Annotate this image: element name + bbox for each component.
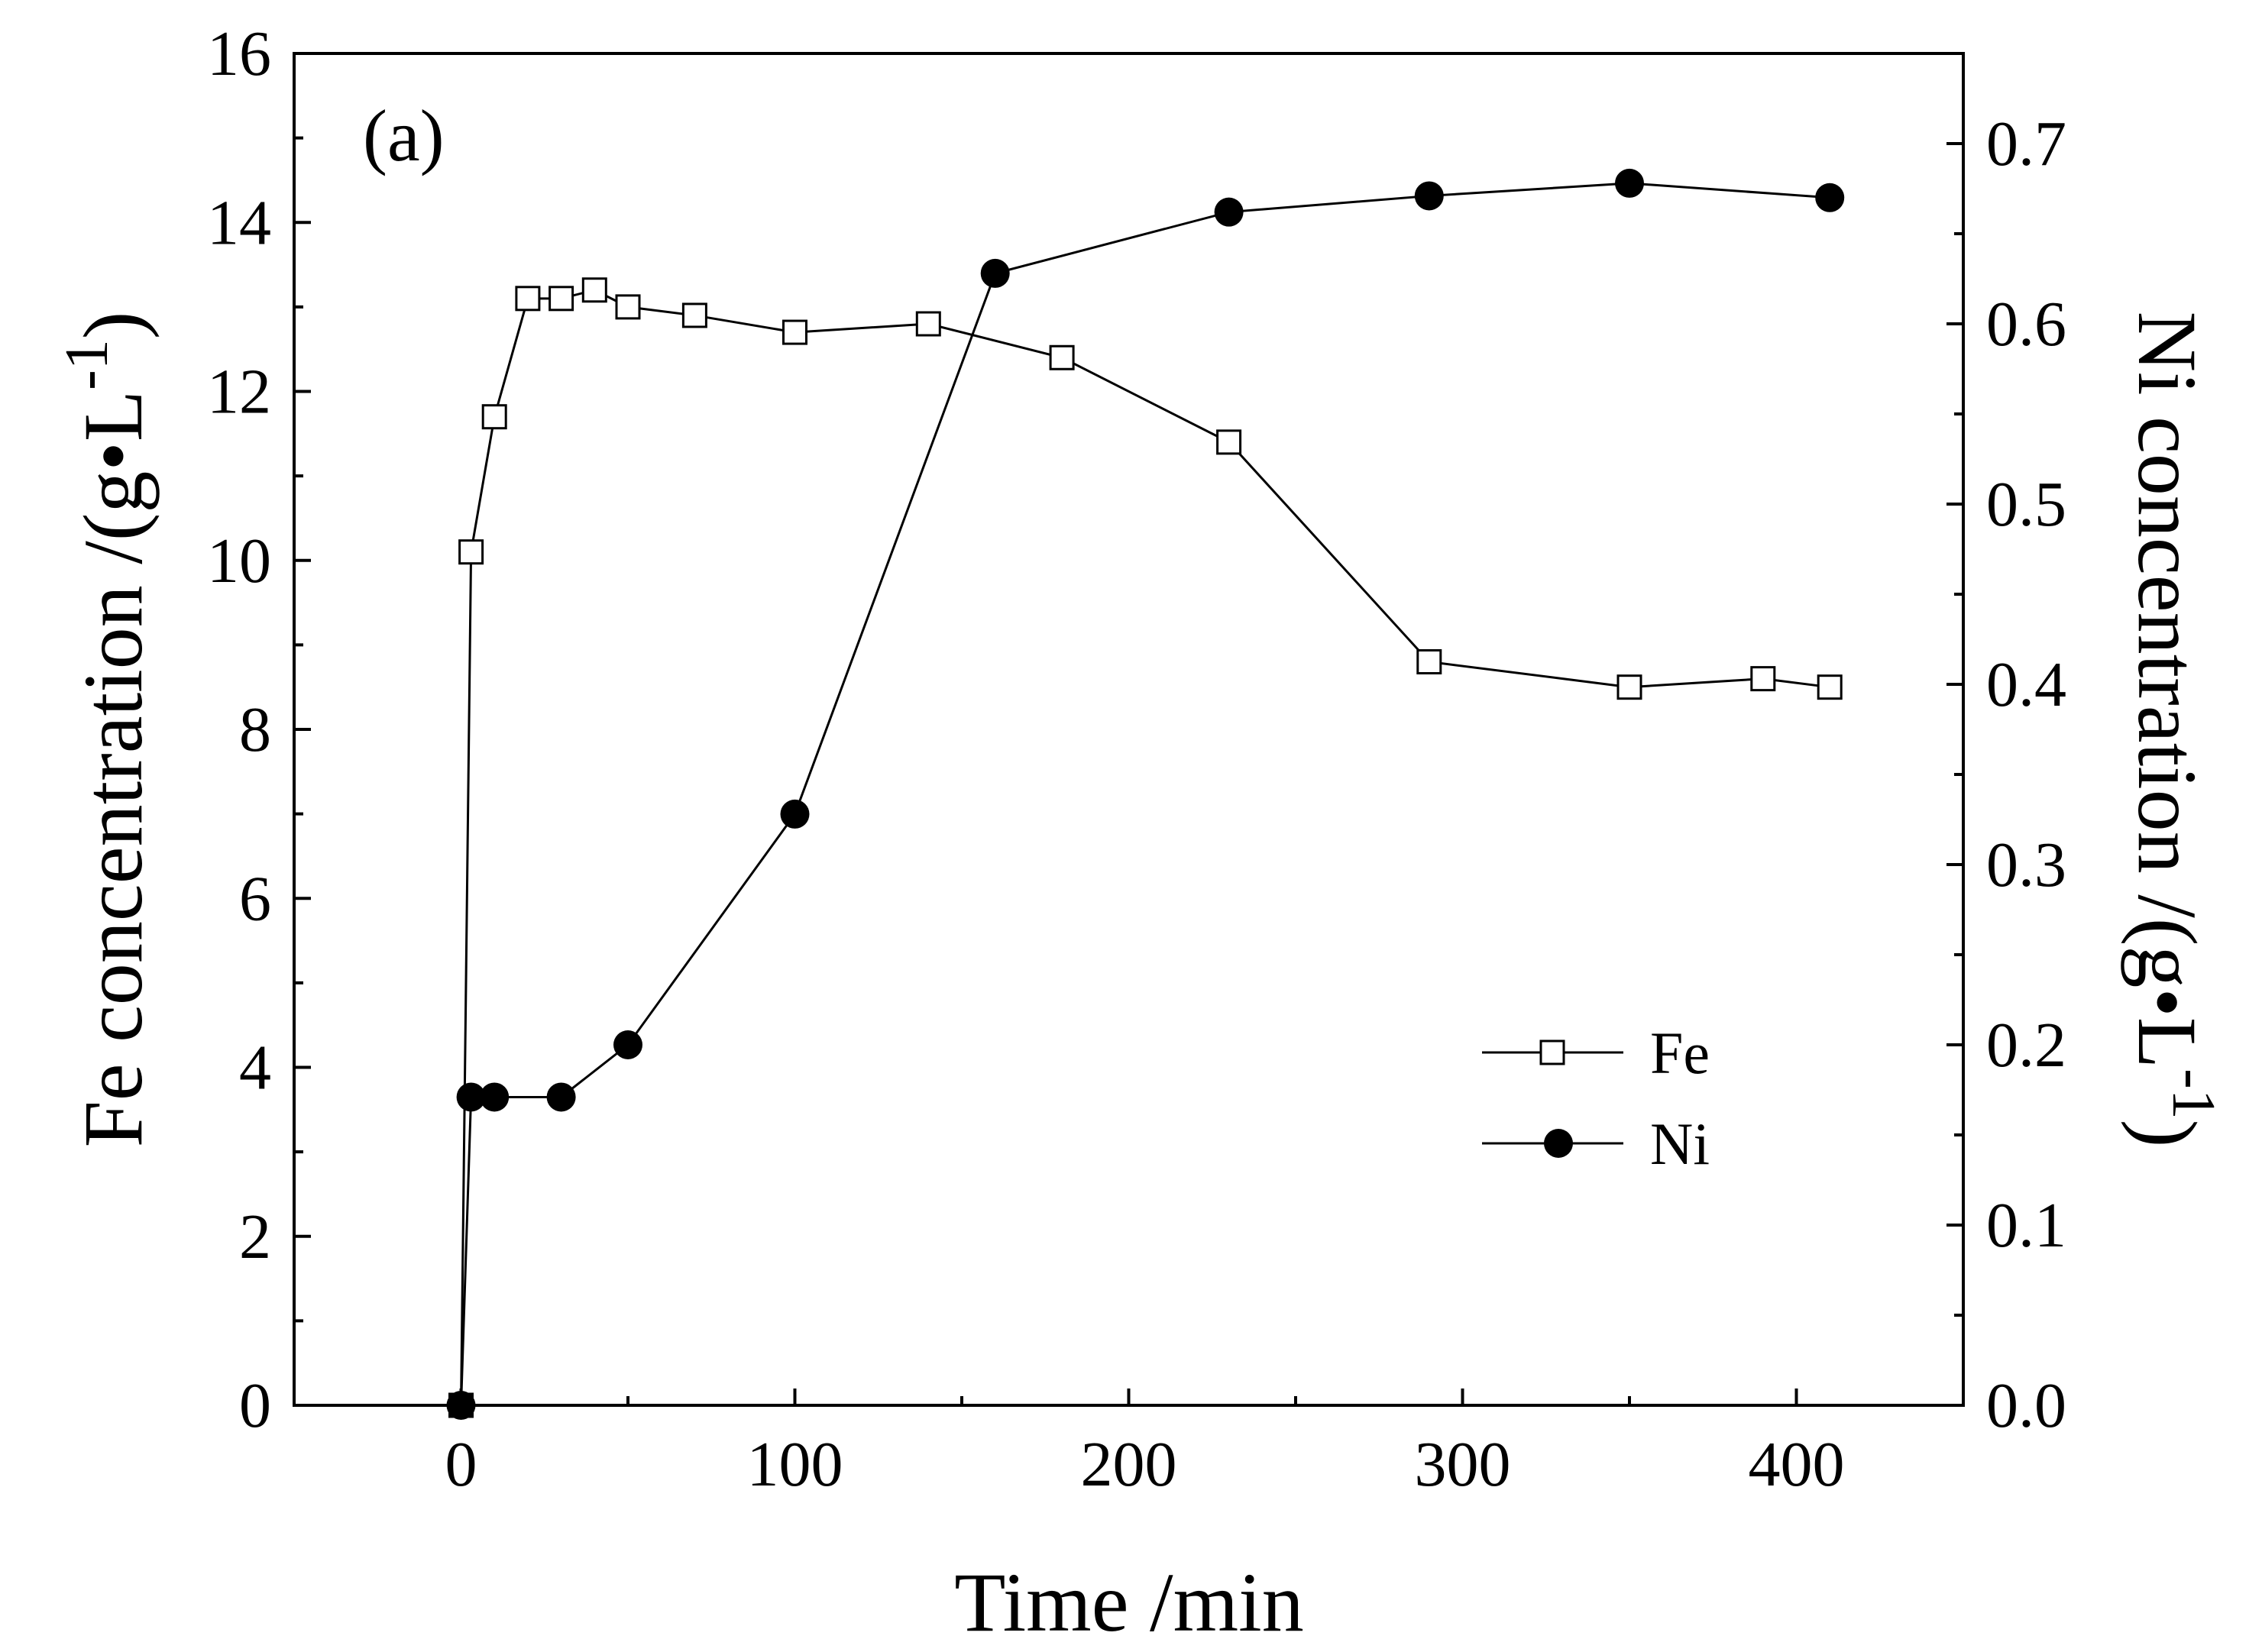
- axis-ticks: [293, 52, 1965, 1407]
- x-tick-label: 300: [1415, 1429, 1511, 1500]
- y-axis-right-title-sup: -1: [2160, 1068, 2227, 1120]
- x-tick-label: 400: [1749, 1429, 1845, 1500]
- y-axis-left-title-close: ): [66, 312, 160, 340]
- ni-point: [613, 1030, 642, 1059]
- y-left-tick-label: 2: [239, 1201, 271, 1272]
- ni-point: [446, 1391, 476, 1420]
- fe-point: [1049, 344, 1075, 370]
- y-left-tick-label: 6: [239, 863, 271, 934]
- y-right-tick-label: 0.4: [1986, 649, 2066, 720]
- y-left-tick-label: 4: [239, 1033, 271, 1104]
- legend: Fe Ni: [1482, 1020, 1710, 1177]
- ni-point: [480, 1082, 510, 1112]
- y-right-tick-label: 0.5: [1986, 469, 2066, 540]
- y-axis-left-title-main: Fe concentration /(g•L: [66, 390, 160, 1148]
- y-left-tick-label: 16: [207, 18, 271, 89]
- fe-point: [1817, 674, 1843, 700]
- ni-point: [456, 1082, 486, 1112]
- y-right-tick-label: 0.7: [1986, 108, 2066, 179]
- x-tick-label: 0: [445, 1429, 477, 1500]
- y-axis-left-title: Fe concentration /(g•L-1): [53, 312, 160, 1148]
- y-right-tick-label: 0.3: [1986, 829, 2066, 900]
- ni-point: [546, 1082, 576, 1112]
- y-left-tick-label: 12: [207, 357, 271, 428]
- fe-point: [458, 539, 484, 565]
- series-line-fe: [460, 289, 1830, 1406]
- legend-ni-label: Ni: [1650, 1110, 1710, 1177]
- ni-point: [1815, 183, 1845, 212]
- y-axis-right-title-close: ): [2121, 1120, 2214, 1148]
- fe-point: [915, 311, 941, 337]
- panel-label: (a): [363, 95, 445, 176]
- y-axis-left-title-sup: -1: [53, 339, 121, 390]
- y-right-tick-label: 0.6: [1986, 289, 2066, 360]
- fe-point: [549, 286, 574, 312]
- fe-point: [1216, 429, 1242, 455]
- legend-fe-marker: [1539, 1039, 1565, 1065]
- y-right-tick-label: 0.1: [1986, 1190, 2066, 1261]
- fe-point: [1416, 649, 1442, 674]
- fe-point: [581, 277, 607, 303]
- ni-point: [780, 799, 810, 829]
- plot-frame: [293, 52, 1965, 1407]
- fe-point: [615, 294, 641, 320]
- series-line-ni: [460, 182, 1830, 1406]
- fe-point: [515, 286, 541, 312]
- y-right-tick-label: 0.2: [1986, 1010, 2066, 1081]
- legend-fe-label: Fe: [1650, 1020, 1710, 1086]
- y-left-tick-label: 14: [207, 187, 271, 258]
- y-axis-right-title: Ni concentration /(g•L-1): [2121, 312, 2227, 1148]
- fe-point: [1616, 674, 1642, 700]
- legend-ni-marker: [1544, 1129, 1573, 1158]
- y-right-tick-label: 0.0: [1986, 1370, 2066, 1441]
- ni-point: [980, 258, 1010, 288]
- ni-point: [1214, 197, 1244, 227]
- y-axis-right-title-main: Ni concentration /(g•L: [2121, 312, 2214, 1069]
- series-markers: [446, 168, 1845, 1420]
- x-axis-title: Time /min: [954, 1556, 1303, 1649]
- series-lines: [460, 182, 1830, 1406]
- ni-point: [1414, 181, 1444, 211]
- fe-point: [1750, 666, 1776, 692]
- fe-point: [681, 302, 707, 328]
- y-left-tick-label: 10: [207, 525, 271, 596]
- x-tick-label: 200: [1081, 1429, 1177, 1500]
- fe-point: [782, 319, 807, 345]
- y-left-tick-label: 8: [239, 694, 271, 765]
- fe-point: [481, 404, 507, 430]
- ni-point: [1615, 168, 1644, 198]
- y-left-tick-label: 0: [239, 1370, 271, 1441]
- x-tick-label: 100: [747, 1429, 843, 1500]
